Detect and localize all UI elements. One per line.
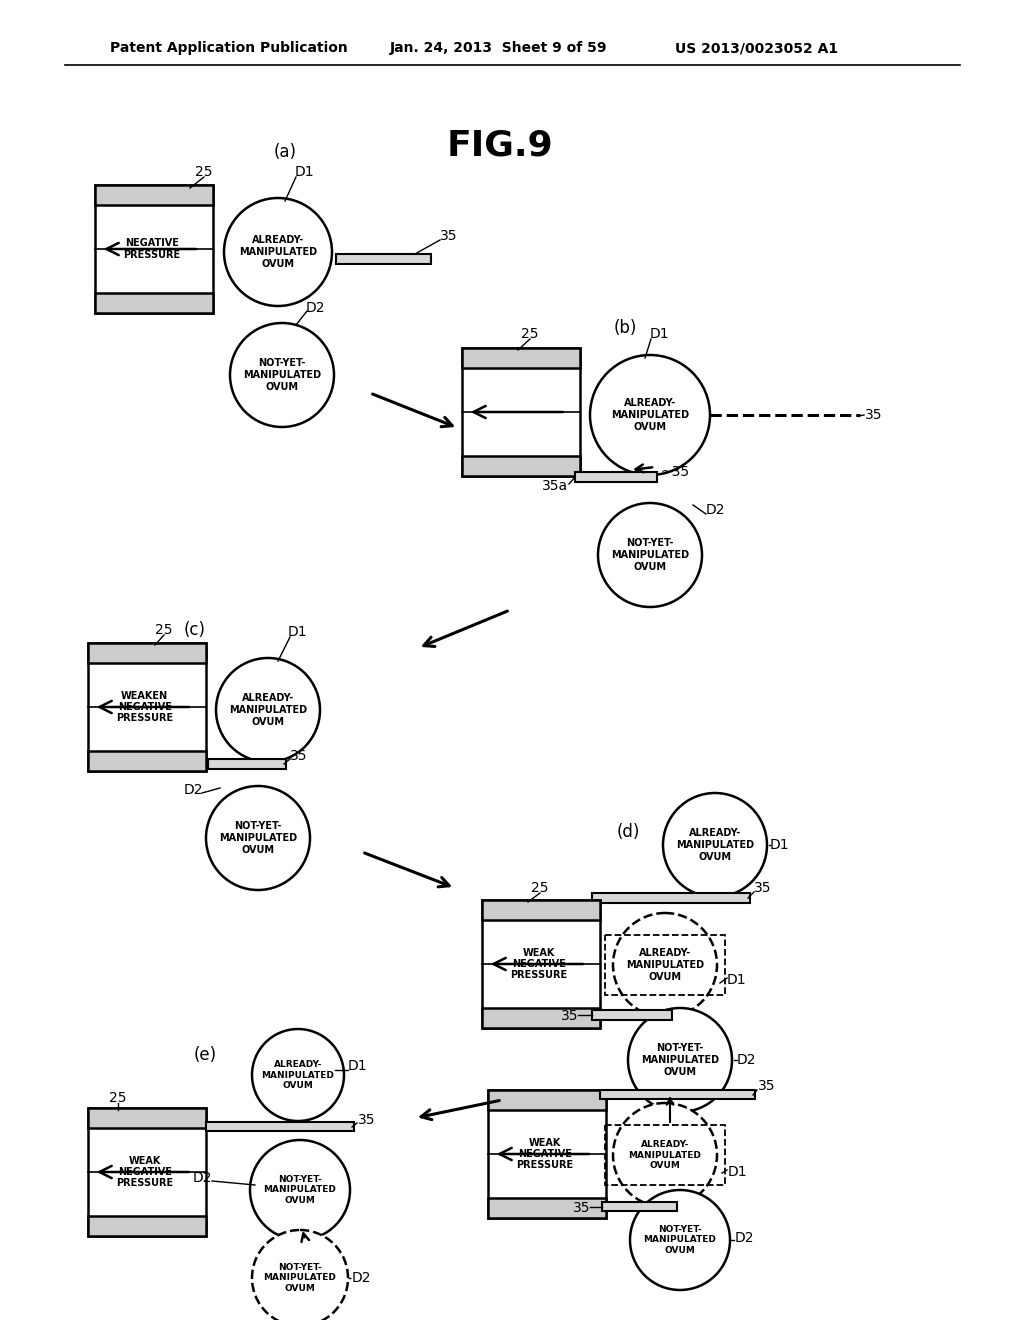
Bar	[88, 1107, 206, 1236]
Text: NOT-YET-
MANIPULATED
OVUM: NOT-YET- MANIPULATED OVUM	[219, 821, 297, 854]
Bar	[462, 348, 580, 477]
Text: US 2013/0023052 A1: US 2013/0023052 A1	[675, 41, 838, 55]
Text: 35a: 35a	[542, 479, 568, 492]
Text: NOT-YET-
MANIPULATED
OVUM: NOT-YET- MANIPULATED OVUM	[611, 539, 689, 572]
Text: NOT-YET-
MANIPULATED
OVUM: NOT-YET- MANIPULATED OVUM	[263, 1263, 337, 1292]
Circle shape	[252, 1230, 348, 1320]
Text: 35: 35	[560, 1008, 578, 1023]
Text: ALREADY-
MANIPULATED
OVUM: ALREADY- MANIPULATED OVUM	[261, 1060, 335, 1090]
Bar	[88, 1216, 206, 1236]
Text: (b): (b)	[613, 319, 637, 337]
Text: 25: 25	[156, 623, 173, 638]
Text: WEAK
NEGATIVE
PRESSURE: WEAK NEGATIVE PRESSURE	[516, 1138, 573, 1171]
Bar	[208, 759, 286, 770]
Text: NOT-YET-
MANIPULATED
OVUM: NOT-YET- MANIPULATED OVUM	[641, 1043, 719, 1077]
Text: ALREADY-
MANIPULATED
OVUM: ALREADY- MANIPULATED OVUM	[629, 1140, 701, 1170]
Circle shape	[230, 323, 334, 426]
Bar	[88, 751, 206, 771]
Text: ALREADY-
MANIPULATED
OVUM: ALREADY- MANIPULATED OVUM	[626, 948, 705, 982]
Text: D1: D1	[348, 1059, 368, 1073]
Circle shape	[628, 1008, 732, 1111]
Text: D2: D2	[706, 503, 725, 517]
Text: (d): (d)	[616, 822, 640, 841]
Bar	[482, 900, 600, 920]
Text: D1: D1	[295, 165, 314, 180]
Text: (a): (a)	[273, 143, 297, 161]
Text: D1: D1	[727, 973, 746, 987]
Bar	[602, 1203, 677, 1210]
Text: D1: D1	[288, 624, 307, 639]
Bar	[600, 1090, 755, 1100]
Text: D2: D2	[193, 1171, 212, 1185]
Text: (c): (c)	[184, 620, 206, 639]
Text: 35: 35	[758, 1078, 775, 1093]
Bar	[88, 643, 206, 664]
Text: ALREADY-
MANIPULATED
OVUM: ALREADY- MANIPULATED OVUM	[676, 829, 754, 862]
Bar	[206, 1122, 354, 1131]
Bar	[95, 293, 213, 313]
Text: ~35: ~35	[660, 465, 689, 479]
Circle shape	[630, 1191, 730, 1290]
Text: D2: D2	[735, 1232, 755, 1245]
Circle shape	[216, 657, 319, 762]
Text: 25: 25	[110, 1092, 127, 1105]
Text: Patent Application Publication: Patent Application Publication	[110, 41, 348, 55]
Bar	[488, 1197, 606, 1218]
Bar	[605, 935, 725, 995]
Text: NOT-YET-
MANIPULATED
OVUM: NOT-YET- MANIPULATED OVUM	[243, 359, 322, 392]
Bar	[462, 348, 580, 368]
Bar	[88, 1107, 206, 1129]
Text: WEAK
NEGATIVE
PRESSURE: WEAK NEGATIVE PRESSURE	[116, 1156, 173, 1188]
Circle shape	[224, 198, 332, 306]
Text: D1: D1	[770, 838, 790, 851]
Text: Jan. 24, 2013  Sheet 9 of 59: Jan. 24, 2013 Sheet 9 of 59	[390, 41, 607, 55]
Text: (e): (e)	[194, 1045, 216, 1064]
Text: WEAKEN
NEGATIVE
PRESSURE: WEAKEN NEGATIVE PRESSURE	[116, 690, 173, 723]
Circle shape	[613, 913, 717, 1016]
Bar	[605, 1125, 725, 1185]
Text: D1: D1	[650, 327, 670, 341]
Bar	[592, 1010, 672, 1020]
Bar	[482, 1007, 600, 1028]
Circle shape	[590, 355, 710, 475]
Text: NEGATIVE
PRESSURE: NEGATIVE PRESSURE	[123, 239, 180, 260]
Bar	[482, 900, 600, 1028]
Bar	[95, 185, 213, 206]
Bar	[488, 1090, 606, 1110]
Bar	[575, 473, 657, 482]
Text: 35: 35	[358, 1113, 376, 1127]
Text: 35: 35	[572, 1201, 590, 1214]
Text: D2: D2	[183, 783, 203, 797]
Circle shape	[598, 503, 702, 607]
Circle shape	[206, 785, 310, 890]
Circle shape	[252, 1030, 344, 1121]
Text: ALREADY-
MANIPULATED
OVUM: ALREADY- MANIPULATED OVUM	[239, 235, 317, 268]
Circle shape	[663, 793, 767, 898]
Circle shape	[250, 1140, 350, 1239]
Text: 35: 35	[290, 748, 307, 763]
Circle shape	[613, 1104, 717, 1206]
Bar	[462, 455, 580, 477]
Text: 25: 25	[196, 165, 213, 180]
Text: D2: D2	[737, 1053, 757, 1067]
Text: ALREADY-
MANIPULATED
OVUM: ALREADY- MANIPULATED OVUM	[611, 399, 689, 432]
Text: 35: 35	[440, 228, 458, 243]
Text: D2: D2	[306, 301, 326, 315]
Text: WEAK
NEGATIVE
PRESSURE: WEAK NEGATIVE PRESSURE	[510, 948, 567, 981]
Text: 35: 35	[754, 880, 771, 895]
Text: 35: 35	[865, 408, 883, 422]
Text: 25: 25	[521, 327, 539, 341]
Bar	[592, 894, 750, 903]
Text: NOT-YET-
MANIPULATED
OVUM: NOT-YET- MANIPULATED OVUM	[643, 1225, 717, 1255]
Text: ALREADY-
MANIPULATED
OVUM: ALREADY- MANIPULATED OVUM	[229, 693, 307, 726]
Text: NOT-YET-
MANIPULATED
OVUM: NOT-YET- MANIPULATED OVUM	[263, 1175, 337, 1205]
Text: D1: D1	[728, 1166, 748, 1179]
Bar	[95, 185, 213, 313]
Bar	[88, 643, 206, 771]
Text: 25: 25	[531, 880, 549, 895]
Text: FIG.9: FIG.9	[446, 128, 553, 162]
Text: D2: D2	[352, 1271, 372, 1284]
Bar	[336, 253, 431, 264]
Bar	[488, 1090, 606, 1218]
